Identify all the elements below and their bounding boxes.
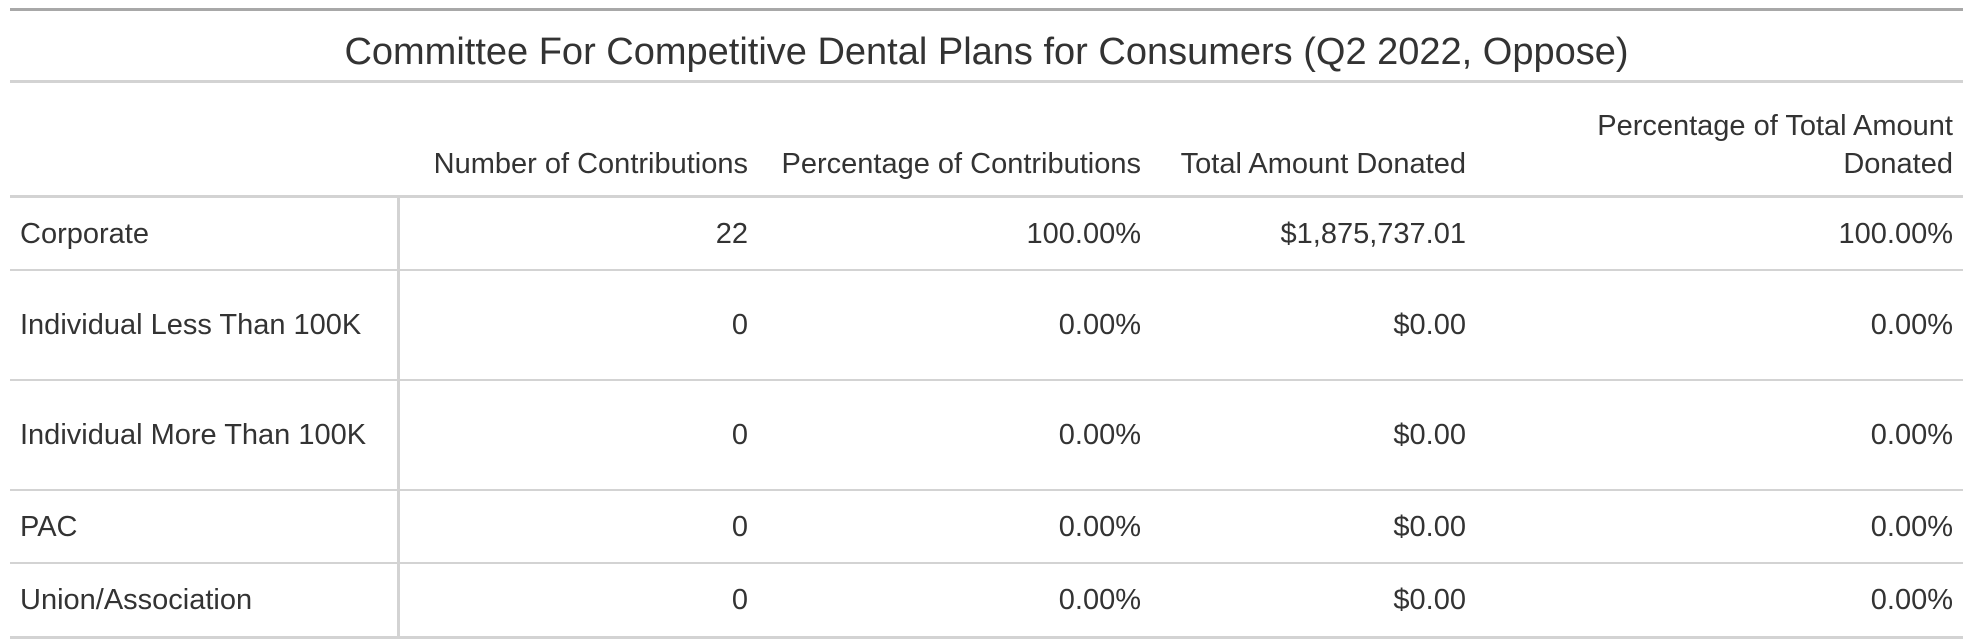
column-header-number-of-contributions: Number of Contributions: [398, 83, 758, 198]
row-label: PAC: [10, 490, 400, 564]
cell-total-amount-donated: $1,875,737.01: [1151, 196, 1476, 271]
cell-percentage-of-contributions: 0.00%: [758, 563, 1151, 639]
cell-percentage-of-contributions: 100.00%: [758, 196, 1151, 271]
table-title: Committee For Competitive Dental Plans f…: [10, 8, 1963, 83]
cell-number-of-contributions: 0: [398, 563, 758, 639]
row-label: Union/Association: [10, 563, 400, 639]
table-row: PAC 0 0.00% $0.00 0.00%: [10, 490, 1963, 564]
row-label: Individual Less Than 100K: [10, 270, 400, 381]
column-header-percentage-of-total-amount: Percentage of Total Amount Donated: [1476, 83, 1963, 198]
cell-percentage-of-total-amount: 0.00%: [1476, 270, 1963, 381]
cell-number-of-contributions: 0: [398, 380, 758, 491]
table-row: Corporate 22 100.00% $1,875,737.01 100.0…: [10, 196, 1963, 271]
table-row: Individual More Than 100K 0 0.00% $0.00 …: [10, 380, 1963, 491]
row-label: Corporate: [10, 196, 400, 271]
contributions-table: Committee For Competitive Dental Plans f…: [10, 8, 1963, 639]
column-header-total-amount-donated: Total Amount Donated: [1151, 83, 1476, 198]
cell-percentage-of-total-amount: 0.00%: [1476, 490, 1963, 564]
cell-percentage-of-contributions: 0.00%: [758, 490, 1151, 564]
cell-total-amount-donated: $0.00: [1151, 563, 1476, 639]
cell-number-of-contributions: 0: [398, 270, 758, 381]
table-row: Union/Association 0 0.00% $0.00 0.00%: [10, 563, 1963, 639]
cell-number-of-contributions: 22: [398, 196, 758, 271]
cell-percentage-of-total-amount: 0.00%: [1476, 563, 1963, 639]
column-header-category: [10, 83, 398, 198]
cell-total-amount-donated: $0.00: [1151, 380, 1476, 491]
contributions-table-container: Committee For Competitive Dental Plans f…: [10, 8, 1963, 639]
table-header-row: Number of Contributions Percentage of Co…: [10, 83, 1963, 198]
cell-percentage-of-total-amount: 0.00%: [1476, 380, 1963, 491]
column-header-percentage-of-contributions: Percentage of Contributions: [758, 83, 1151, 198]
cell-percentage-of-contributions: 0.00%: [758, 270, 1151, 381]
row-label: Individual More Than 100K: [10, 380, 400, 491]
cell-number-of-contributions: 0: [398, 490, 758, 564]
cell-percentage-of-contributions: 0.00%: [758, 380, 1151, 491]
cell-total-amount-donated: $0.00: [1151, 270, 1476, 381]
table-row: Individual Less Than 100K 0 0.00% $0.00 …: [10, 270, 1963, 381]
cell-total-amount-donated: $0.00: [1151, 490, 1476, 564]
cell-percentage-of-total-amount: 100.00%: [1476, 196, 1963, 271]
